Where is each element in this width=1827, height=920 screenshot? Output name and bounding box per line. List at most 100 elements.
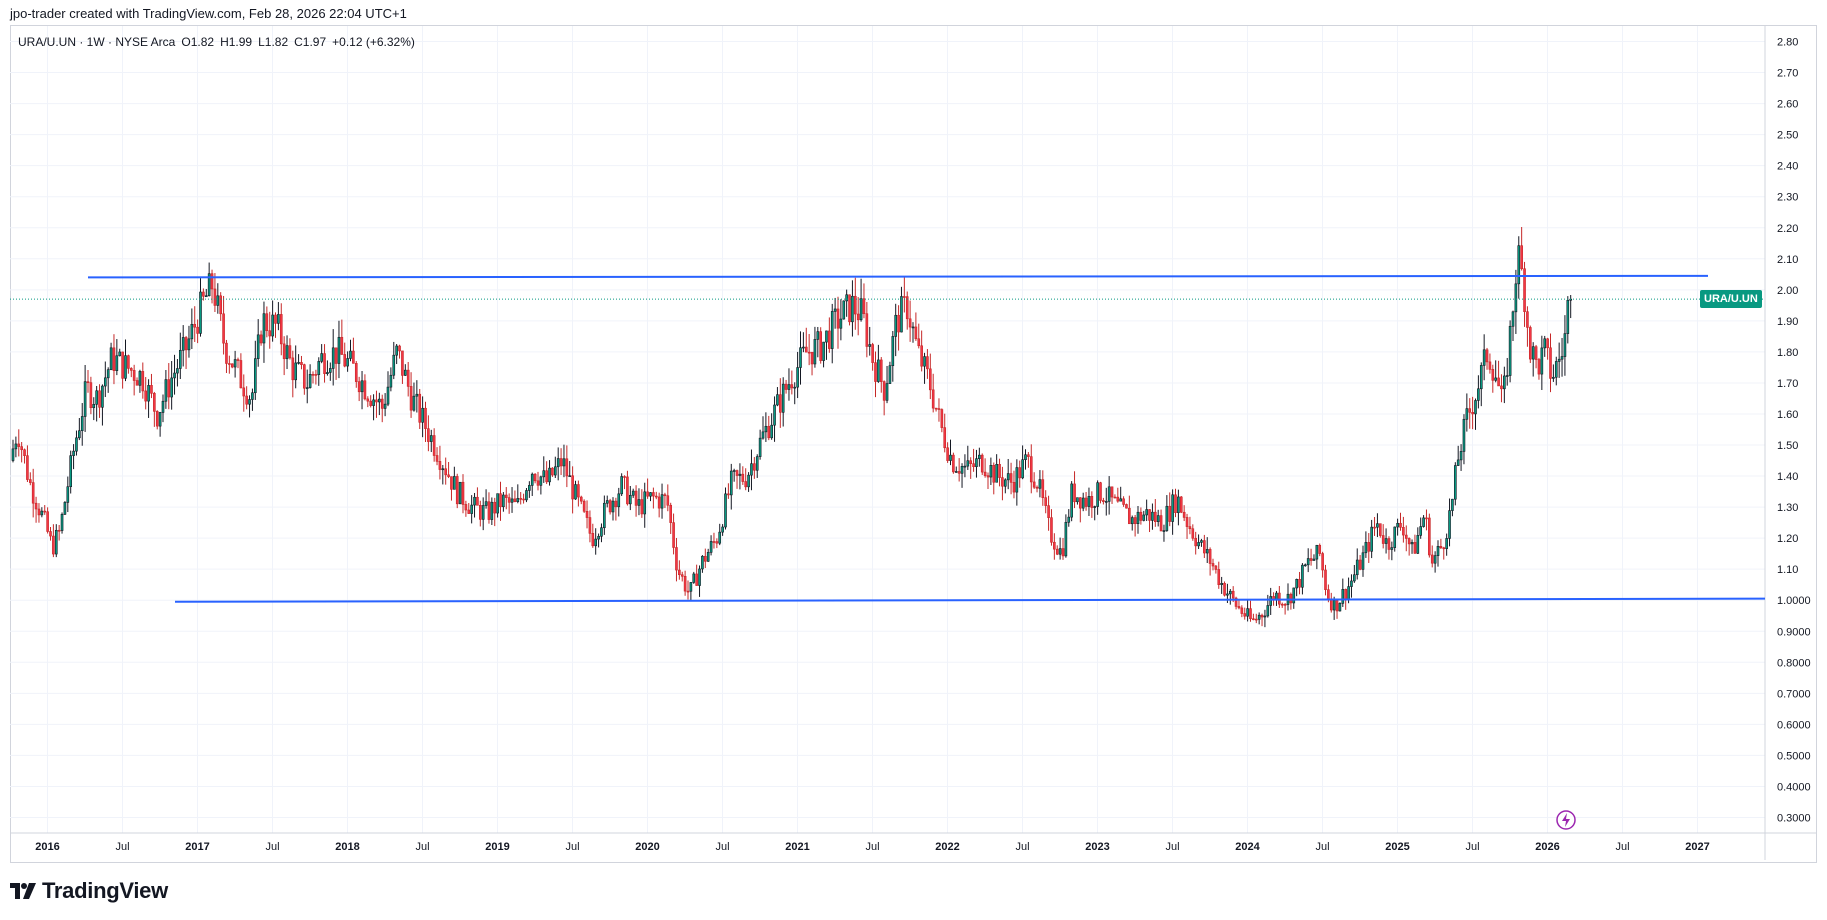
candle-body <box>1491 369 1495 381</box>
y-tick-label: 0.9000 <box>1777 626 1811 638</box>
candle-body <box>744 481 748 488</box>
candle-body <box>1465 408 1469 420</box>
candle-body <box>539 476 543 486</box>
candle-body <box>1214 565 1218 570</box>
candle-body <box>603 502 606 529</box>
candle-body <box>1364 542 1368 554</box>
candle-body <box>1540 347 1544 375</box>
candle-body <box>1471 411 1474 415</box>
candle-body <box>1136 511 1140 524</box>
candle-body <box>1021 459 1024 479</box>
candle-body <box>256 334 260 359</box>
candle-body <box>1269 596 1273 606</box>
chart-frame[interactable] <box>10 25 1817 863</box>
candle-body <box>1523 268 1526 312</box>
candle-body <box>245 395 248 405</box>
x-tick-label: 2025 <box>1385 841 1409 853</box>
candle-body <box>271 314 274 337</box>
candle-body <box>1488 361 1492 370</box>
x-tick-label: 2023 <box>1085 841 1109 853</box>
candle-body <box>1292 587 1296 604</box>
candle-body <box>689 582 693 592</box>
candle-body <box>536 480 540 486</box>
candle-body <box>421 407 424 423</box>
candle-body <box>1177 496 1180 514</box>
candle-body <box>764 425 768 433</box>
candle-body <box>680 574 684 577</box>
candle-body <box>507 497 511 503</box>
candle-body <box>375 399 378 403</box>
candle-body <box>1208 549 1212 564</box>
candle-body <box>937 408 941 410</box>
candle-body <box>1240 607 1244 614</box>
candle-body <box>663 494 667 497</box>
candle-body <box>1174 494 1177 514</box>
candle-body <box>282 343 286 360</box>
support-trendline <box>174 597 1766 603</box>
candle-body <box>1468 408 1472 413</box>
candle-body <box>1321 553 1324 571</box>
candle-body <box>548 467 551 483</box>
candle-body <box>551 467 554 476</box>
candle-body <box>856 313 860 321</box>
candle-body <box>894 314 898 337</box>
candle-body <box>11 448 15 461</box>
candle-body <box>219 295 223 315</box>
candle-body <box>1456 459 1460 466</box>
candle-body <box>1301 564 1304 588</box>
brand[interactable]: TradingView <box>10 878 168 904</box>
candle-body <box>1032 481 1036 488</box>
candle-body <box>1528 327 1532 360</box>
candle-body <box>1055 548 1059 555</box>
candle-body <box>940 409 944 428</box>
candle-body <box>753 463 756 471</box>
candles <box>11 227 1573 628</box>
candle-body <box>135 380 139 386</box>
y-tick-label: 2.70 <box>1777 68 1798 80</box>
candle-body <box>1073 483 1076 503</box>
candle-body <box>1246 608 1249 617</box>
candle-body <box>326 372 329 375</box>
candle-body <box>1009 473 1013 483</box>
candle-body <box>992 464 996 483</box>
candle-body <box>343 354 347 367</box>
candle-body <box>453 476 456 490</box>
candle-body <box>1179 496 1183 513</box>
candle-body <box>1563 333 1567 357</box>
candle-body <box>331 347 335 369</box>
candle-body <box>646 491 649 497</box>
candle-body <box>72 450 75 456</box>
candle-body <box>1159 515 1163 532</box>
candle-body <box>60 513 64 531</box>
candle-body <box>1205 549 1209 554</box>
resistance-trendline <box>87 274 1709 279</box>
candle-body <box>493 501 497 514</box>
candle-body <box>337 336 341 364</box>
candle-body <box>1116 496 1120 502</box>
candle-body <box>703 555 707 562</box>
candle-body <box>683 575 687 592</box>
candle-body <box>698 568 701 586</box>
candle-body <box>761 431 765 439</box>
candle-body <box>1407 538 1411 545</box>
candle-body <box>989 464 993 478</box>
candle-body <box>903 296 906 298</box>
candle-body <box>571 475 574 500</box>
candle-body <box>741 473 745 482</box>
candle-body <box>755 456 759 471</box>
candle-body <box>478 505 482 520</box>
candle-body <box>103 377 107 387</box>
candle-body <box>1182 511 1186 518</box>
candle-body <box>781 383 785 413</box>
candle-body <box>1029 456 1033 483</box>
candle-body <box>1252 618 1255 621</box>
candle-body <box>144 390 148 402</box>
candle-body <box>1410 542 1414 545</box>
candle-body <box>1168 505 1172 522</box>
candle-body <box>1428 517 1431 556</box>
candle-body <box>859 298 863 321</box>
candle-body <box>17 443 21 447</box>
candle-body <box>732 470 736 472</box>
candle-body <box>1257 614 1261 620</box>
